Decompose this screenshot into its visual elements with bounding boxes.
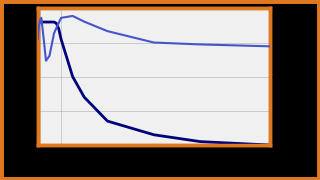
Y-axis label: Magnitude (dB): Magnitude (dB) xyxy=(5,39,15,114)
X-axis label: Frequency (Hz): Frequency (Hz) xyxy=(117,165,191,175)
Y-axis label: Phase (Degrees): Phase (Degrees) xyxy=(305,36,315,117)
